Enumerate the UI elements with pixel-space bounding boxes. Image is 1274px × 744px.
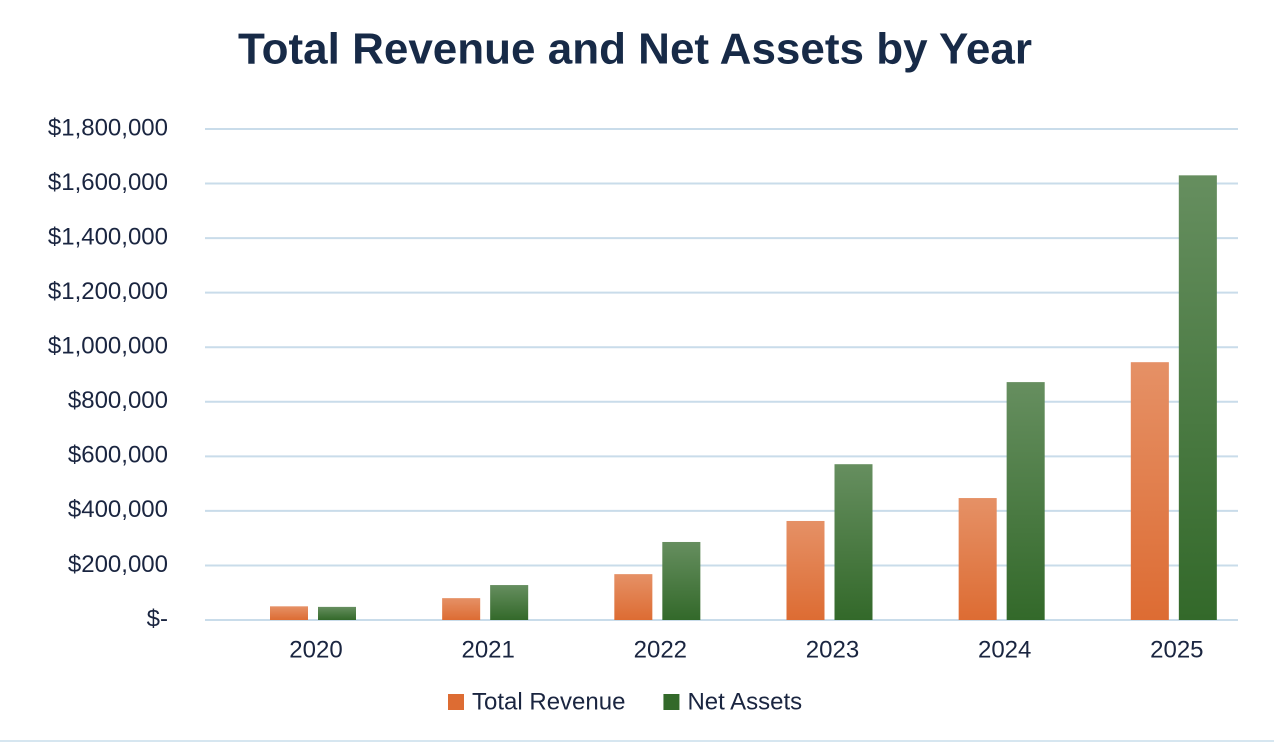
- y-tick-label: $1,400,000: [48, 223, 168, 250]
- y-tick-label: $400,000: [68, 496, 168, 523]
- x-tick-label: 2025: [1150, 636, 1203, 663]
- y-tick-label: $1,200,000: [48, 278, 168, 305]
- bar-sheen: [1130, 362, 1169, 620]
- legend-swatch: [663, 694, 680, 710]
- y-tick-label: $1,800,000: [48, 114, 168, 141]
- y-tick-label: $200,000: [68, 551, 168, 578]
- y-tick-label: $1,000,000: [48, 333, 168, 360]
- x-tick-label: 2020: [289, 636, 342, 663]
- bar-sheen: [834, 464, 873, 620]
- y-tick-label: $1,600,000: [48, 169, 168, 196]
- x-tick-label: 2023: [806, 636, 859, 663]
- x-tick-label: 2024: [978, 636, 1031, 663]
- bar-sheen: [958, 498, 997, 620]
- legend-swatch: [448, 694, 464, 710]
- bar-sheen: [1178, 175, 1217, 620]
- chart-title: Total Revenue and Net Assets by Year: [238, 25, 1032, 74]
- legend-label: Total Revenue: [472, 688, 625, 715]
- y-tick-label: $-: [147, 605, 168, 632]
- legend-label: Net Assets: [687, 688, 802, 715]
- bar-sheen: [662, 541, 701, 620]
- bar-sheen: [614, 574, 653, 620]
- x-tick-label: 2021: [461, 636, 514, 663]
- bar-sheen: [442, 598, 481, 620]
- bar-sheen: [270, 606, 308, 620]
- bar-sheen: [490, 585, 529, 620]
- x-tick-label: 2022: [634, 636, 687, 663]
- bar-sheen: [318, 606, 356, 620]
- bar-sheen: [1006, 382, 1045, 620]
- y-tick-label: $800,000: [68, 387, 168, 414]
- y-tick-label: $600,000: [68, 442, 168, 469]
- bar-sheen: [786, 520, 825, 620]
